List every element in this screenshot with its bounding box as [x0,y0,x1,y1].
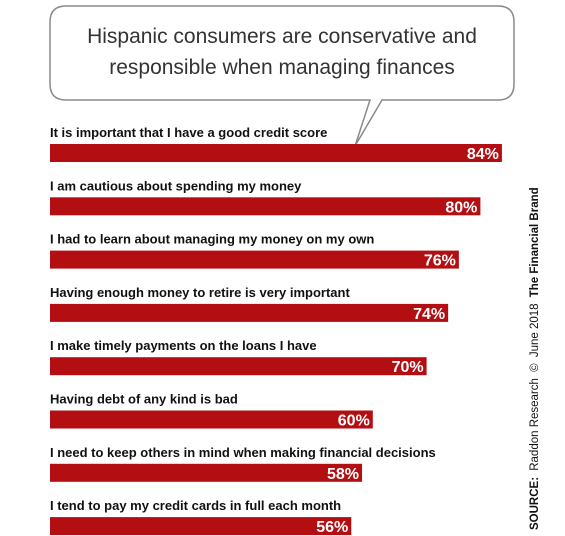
source-credit: SOURCE: Raddon Research © June 2018 The … [529,187,541,530]
chart-title-line-1: Hispanic consumers are conservative and [87,25,477,48]
value-label: 56% [316,519,348,536]
speech-bubble-shape [49,5,515,147]
bar [50,357,427,376]
category-label: I need to keep others in mind when makin… [50,445,436,460]
source-prefix: SOURCE: [529,477,541,530]
bar [50,303,449,322]
value-label: 84% [467,146,499,163]
value-label: 74% [413,306,445,323]
value-label: 58% [327,466,359,483]
title-bubble: Hispanic consumers are conservative and … [49,5,515,147]
copyright-symbol: © [529,363,541,372]
category-label: Having enough money to retire is very im… [50,285,350,300]
bar-series: It is important that I have a good credi… [50,125,502,536]
bar [50,250,459,269]
category-label: Having debt of any kind is bad [50,392,238,407]
svg-text:SOURCE: Raddon Research: SOURCE: Raddon Research © June 2018 The … [529,187,541,530]
source-brand: The Financial Brand [529,187,541,297]
value-label: 70% [392,359,424,376]
source-date: June 2018 [529,303,541,357]
bar [50,517,352,536]
category-label: I am cautious about spending my money [50,178,302,193]
category-label: I had to learn about managing my money o… [50,232,374,247]
value-label: 60% [338,413,370,430]
chart-title-line-2: responsible when managing finances [109,56,455,79]
bar [50,463,363,482]
category-label: It is important that I have a good credi… [50,125,327,140]
category-label: I make timely payments on the loans I ha… [50,338,317,353]
source-name: Raddon Research [529,378,541,471]
bar [50,410,373,429]
category-label: I tend to pay my credit cards in full ea… [50,498,341,513]
value-label: 80% [445,199,477,216]
value-label: 76% [424,253,456,270]
bar [50,197,481,216]
bar [50,144,502,162]
